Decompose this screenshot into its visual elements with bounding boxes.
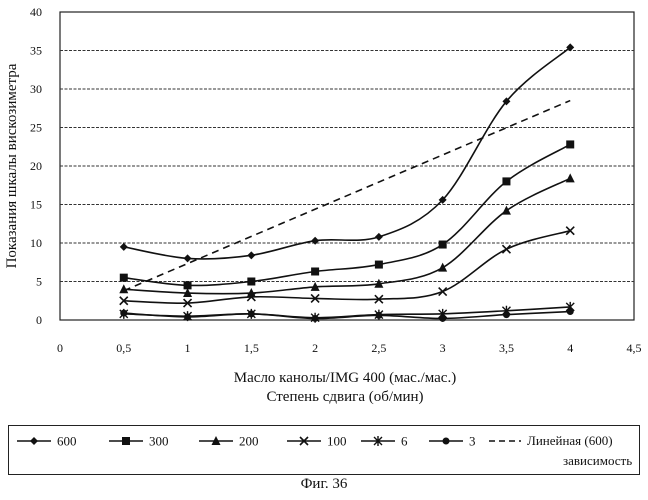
y-tick-label: 20	[30, 159, 42, 173]
legend-item: 100	[287, 434, 347, 449]
legend-item: 300	[109, 434, 169, 449]
legend-label: 200	[239, 434, 259, 449]
data-point	[439, 315, 446, 322]
y-tick-label: 35	[30, 44, 42, 58]
data-point	[184, 313, 191, 320]
x-tick-label: 1	[185, 341, 191, 355]
data-point	[439, 241, 447, 249]
data-point	[312, 315, 319, 322]
data-point	[375, 312, 382, 319]
y-axis-label: Показания шкалы вискозиметра	[4, 63, 20, 268]
y-tick-label: 0	[36, 313, 42, 327]
data-point	[438, 263, 447, 272]
data-point	[443, 438, 450, 445]
data-point	[502, 206, 511, 215]
legend-item: 200	[199, 434, 259, 449]
x-tick-label: 3,5	[499, 341, 514, 355]
legend-label: 6	[401, 434, 408, 449]
data-point	[120, 274, 128, 282]
line-chart: 0 5 10 15 20 25 30 35 40 0 0,5 1 1,5 2 2,5 3 3,5 4 4,5 Масл…	[0, 0, 648, 425]
data-point	[566, 173, 575, 182]
trend-line	[124, 101, 570, 291]
legend-label: 100	[327, 434, 347, 449]
x-axis-label: Степень сдвига (об/мин)	[266, 389, 423, 405]
y-tick-label: 30	[30, 82, 42, 96]
x-tick-label: 0	[57, 341, 63, 355]
series-300	[120, 140, 574, 289]
legend-item: Линейная (600) зависимость	[489, 433, 632, 468]
data-point	[122, 437, 130, 445]
x-axis-label: Масло канолы/IMG 400 (мас./мас.)	[234, 370, 456, 386]
series-line	[124, 47, 570, 259]
data-point	[120, 310, 127, 317]
legend-label: 600	[57, 434, 77, 449]
legend-item: 6	[361, 434, 408, 449]
data-point	[503, 311, 510, 318]
data-point	[566, 140, 574, 148]
data-point	[184, 254, 192, 262]
data-point	[30, 437, 38, 445]
x-tick-label: 2,5	[371, 341, 386, 355]
figure-caption: Фиг. 36	[0, 476, 648, 493]
data-point	[311, 267, 319, 275]
data-point	[247, 251, 255, 259]
data-point	[375, 261, 383, 269]
legend-item: 600	[17, 434, 77, 449]
y-tick-label: 40	[30, 5, 42, 19]
legend-label: 3	[469, 434, 476, 449]
y-tick-label: 10	[30, 236, 42, 250]
x-tick-label: 3	[440, 341, 446, 355]
data-point	[502, 245, 510, 253]
data-point	[375, 233, 383, 241]
data-point	[439, 288, 447, 296]
data-point	[248, 310, 255, 317]
series-600	[120, 43, 574, 262]
data-point	[502, 177, 510, 185]
series-200	[119, 173, 574, 297]
legend: 600 300 200 100 6 3 Линейная (600) зависимость	[8, 425, 640, 475]
series-line	[124, 231, 570, 303]
x-tick-label: 2	[312, 341, 318, 355]
legend-items: 600 300 200 100 6 3 Линейная (600) зависимость	[9, 426, 641, 476]
legend-label: зависимость	[563, 453, 632, 468]
data-point	[120, 243, 128, 251]
legend-item: 3	[429, 434, 476, 449]
x-tick-label: 4,5	[627, 341, 642, 355]
y-tick-label: 15	[30, 198, 42, 212]
y-tick-label: 25	[30, 121, 42, 135]
x-tick-label: 1,5	[244, 341, 259, 355]
x-tick-label: 0,5	[116, 341, 131, 355]
legend-label: 300	[149, 434, 169, 449]
data-point	[567, 308, 574, 315]
series-линейная	[124, 101, 570, 291]
x-tick-label: 4	[567, 341, 573, 355]
y-tick-label: 5	[36, 275, 42, 289]
data-point	[247, 278, 255, 286]
legend-label: Линейная (600)	[527, 433, 613, 448]
